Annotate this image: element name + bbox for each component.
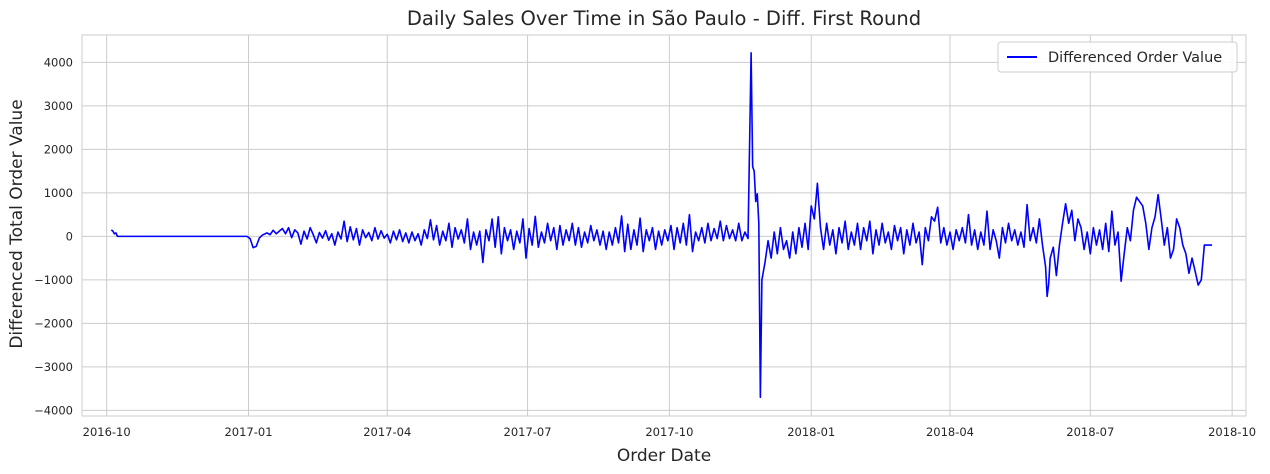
y-tick-label: 1000	[44, 186, 73, 200]
series-layer	[110, 52, 1213, 399]
plot-border	[81, 34, 1247, 417]
x-tick-label: 2018-04	[926, 425, 974, 439]
chart-title: Daily Sales Over Time in São Paulo - Dif…	[407, 7, 921, 30]
x-tick-label: 2017-10	[645, 425, 693, 439]
y-tick-label: −2000	[34, 316, 73, 330]
x-tick-label: 2017-07	[504, 425, 552, 439]
legend-label: Differenced Order Value	[1048, 50, 1222, 66]
x-axis-ticks: 2016-10 2017-01 2017-04 2017-07 2017-10 2018-…	[83, 425, 1257, 439]
x-tick-label: 2018-07	[1066, 425, 1114, 439]
legend: Differenced Order Value	[997, 41, 1238, 73]
x-tick-label: 2017-04	[363, 425, 411, 439]
plot-frame	[81, 34, 1247, 417]
y-tick-label: −1000	[34, 273, 73, 287]
y-tick-label: 3000	[44, 99, 73, 113]
y-tick-label: −3000	[34, 360, 73, 374]
y-axis-ticks: −4000 −3000 −2000 −1000 0 1000 2000 3000 4000	[34, 55, 73, 417]
y-tick-label: −4000	[34, 403, 73, 417]
y-tick-label: 0	[66, 229, 73, 243]
x-tick-label: 2017-01	[224, 425, 272, 439]
legend-box	[997, 41, 1238, 73]
y-tick-label: 2000	[44, 142, 73, 156]
x-tick-label: 2018-01	[787, 425, 835, 439]
x-tick-label: 2018-10	[1208, 425, 1256, 439]
y-axis-title: Differenced Total Order Value	[7, 99, 27, 348]
x-tick-label: 2016-10	[83, 425, 131, 439]
x-axis-title: Order Date	[617, 446, 711, 466]
series-line-differenced-order-value	[110, 52, 1213, 399]
y-tick-label: 4000	[44, 55, 73, 69]
